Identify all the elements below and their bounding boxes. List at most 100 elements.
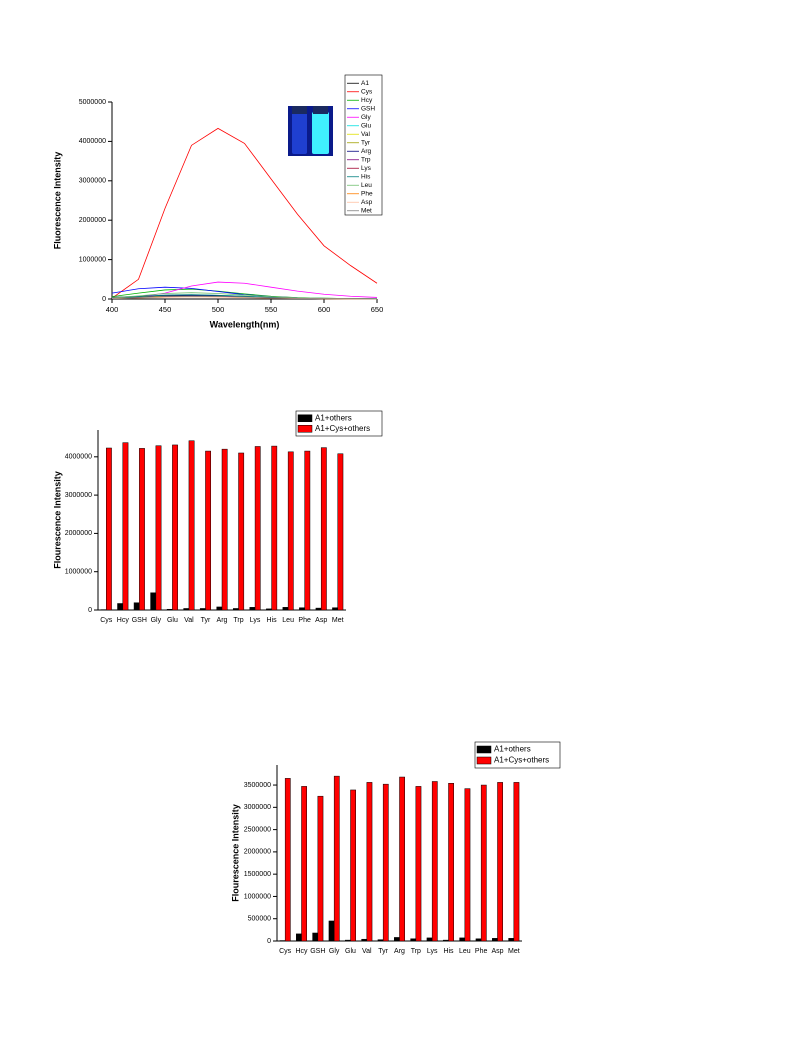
x-tick-label: Val (184, 617, 194, 624)
bar (332, 608, 337, 610)
y-tick-label: 4000000 (79, 138, 106, 145)
x-tick-label: Leu (459, 948, 471, 955)
x-tick-label: Hcy (117, 617, 130, 624)
x-tick-label: Gly (151, 617, 162, 624)
legend-label: GSH (361, 105, 375, 112)
x-tick-label: Hcy (295, 948, 308, 955)
bar (476, 939, 481, 941)
bar (233, 608, 238, 610)
x-tick-label: Trp (233, 617, 243, 624)
bar (288, 452, 293, 610)
y-tick-label: 2000000 (244, 849, 271, 856)
x-tick-label: Met (508, 948, 520, 955)
legend-swatch (298, 425, 312, 432)
y-tick-label: 0 (88, 607, 92, 614)
vial-cap-left (292, 106, 307, 114)
y-tick-label: 0 (102, 296, 106, 303)
y-tick-label: 3000000 (79, 178, 106, 185)
vial-cap-right (313, 106, 328, 114)
legend-label: A1+Cys+others (494, 756, 549, 765)
bar (217, 607, 222, 610)
bar (383, 784, 388, 941)
y-tick-label: 3000000 (244, 804, 271, 811)
bar (321, 448, 326, 610)
x-tick-label: Tyr (378, 948, 388, 955)
legend-label: Phe (361, 190, 373, 197)
x-tick-label: Arg (394, 948, 405, 955)
bar (296, 934, 301, 941)
bar (498, 782, 503, 941)
chart: 0500000100000015000002000000250000030000… (230, 742, 560, 955)
bar (345, 940, 350, 941)
inset-photo (288, 106, 333, 156)
y-axis-label: Flourescence Intensity (52, 471, 62, 569)
bar (449, 783, 454, 941)
y-tick-label: 1500000 (244, 871, 271, 878)
bar (460, 938, 465, 941)
y-tick-label: 4000000 (65, 454, 92, 461)
bar (305, 451, 310, 610)
bar (351, 790, 356, 941)
legend-swatch (477, 757, 491, 764)
legend-swatch (477, 746, 491, 753)
x-tick-label: Tyr (201, 617, 211, 624)
bar (106, 448, 111, 610)
x-tick-label: Met (332, 617, 344, 624)
x-tick-label: Asp (315, 617, 327, 624)
bar (139, 448, 144, 610)
chart: 01000000200000030000004000000Flourescenc… (52, 411, 382, 624)
bar (151, 593, 156, 610)
legend-label: Glu (361, 122, 372, 129)
vial-right (312, 112, 329, 154)
x-tick-label: Lys (427, 948, 438, 955)
bar (285, 778, 290, 941)
legend-swatch (298, 415, 312, 422)
bar (272, 446, 277, 610)
x-axis-label: Wavelength(nm) (210, 319, 280, 329)
bar (222, 449, 227, 610)
bar (239, 453, 244, 610)
bar (184, 608, 189, 610)
bar (266, 609, 271, 610)
y-tick-label: 1000000 (79, 256, 106, 263)
y-tick-label: 1000000 (65, 569, 92, 576)
bar (411, 939, 416, 941)
legend-label: Lys (361, 165, 372, 172)
bar (514, 782, 519, 941)
bar (465, 789, 470, 941)
legend-label: A1+others (494, 745, 531, 754)
chart: 010000002000000300000040000005000000Fluo… (52, 75, 383, 329)
x-tick-label: Phe (298, 617, 311, 624)
x-tick-label: Cys (100, 617, 113, 624)
y-tick-label: 2000000 (79, 217, 106, 224)
x-tick-label: Glu (167, 617, 178, 624)
x-tick-label: Lys (250, 617, 261, 624)
x-tick-label: 500 (212, 305, 225, 314)
x-tick-label: His (267, 617, 278, 624)
x-tick-label: Leu (282, 617, 294, 624)
x-tick-label: Glu (345, 948, 356, 955)
legend-label: A1+others (315, 413, 352, 422)
bar (172, 445, 177, 610)
x-tick-label: 550 (265, 305, 278, 314)
y-tick-label: 2000000 (65, 530, 92, 537)
x-tick-label: Trp (411, 948, 421, 955)
bar (316, 608, 321, 610)
bar (394, 937, 399, 941)
legend-label: Trp (361, 156, 371, 163)
y-axis-label: Flourescence Intensity (230, 804, 240, 902)
y-tick-label: 0 (267, 938, 271, 945)
bar (481, 785, 486, 941)
x-tick-label: 600 (318, 305, 331, 314)
bar (118, 603, 123, 610)
x-tick-label: Phe (475, 948, 488, 955)
y-axis-label: Fluorescence Intensity (52, 152, 62, 250)
y-tick-label: 1000000 (244, 893, 271, 900)
bar (134, 603, 139, 610)
bar (400, 777, 405, 941)
bar (205, 451, 210, 610)
bar (318, 796, 323, 941)
vial-left (292, 112, 307, 154)
x-tick-label: His (443, 948, 454, 955)
